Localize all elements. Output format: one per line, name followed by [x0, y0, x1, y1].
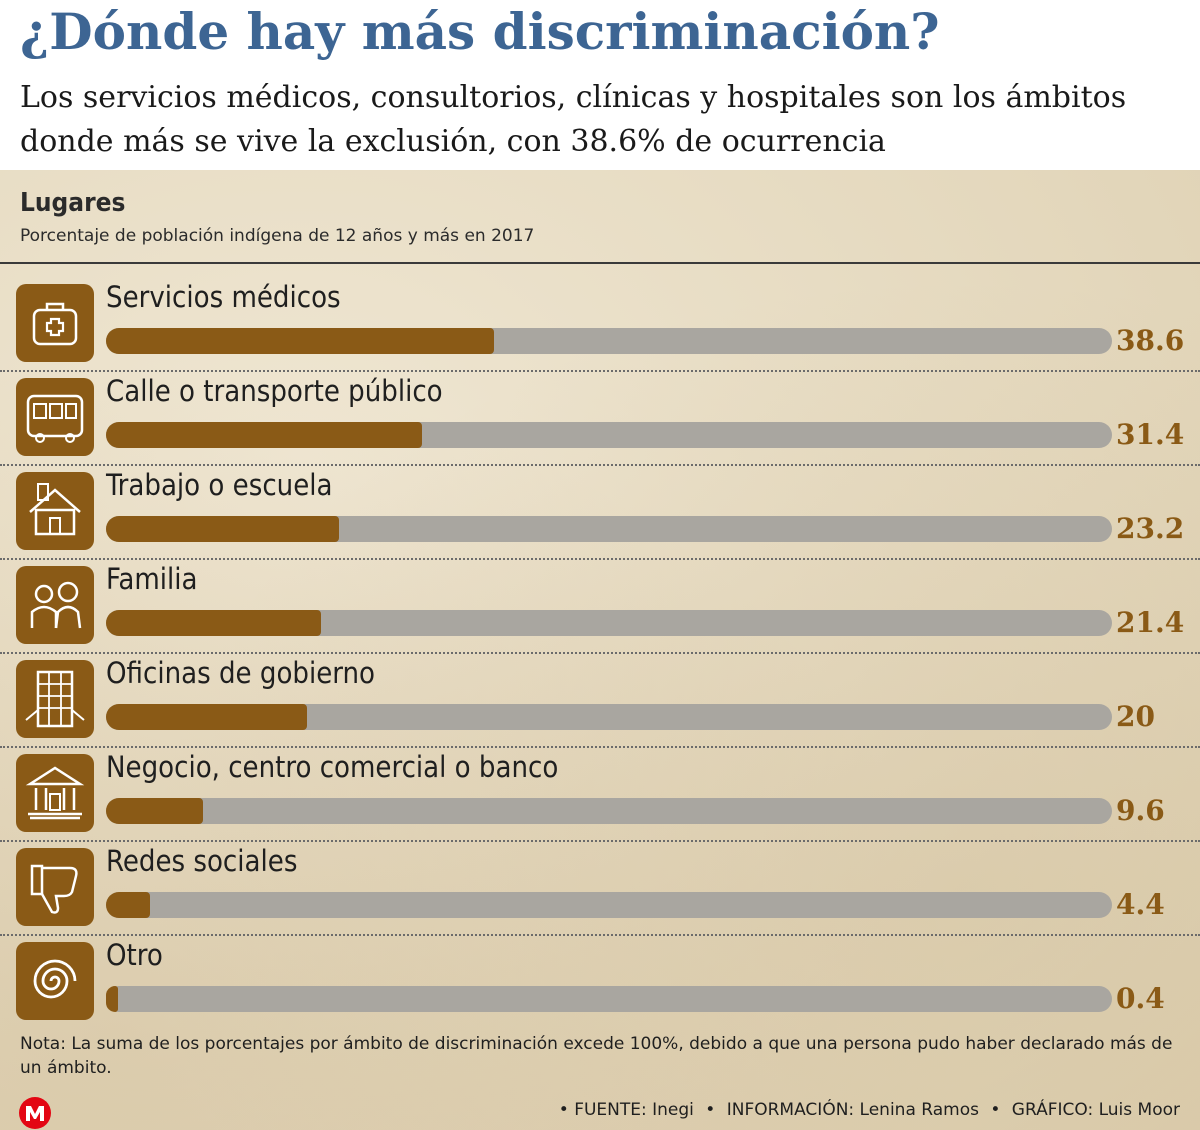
bar: [106, 610, 321, 636]
bar: [106, 798, 203, 824]
row-divider: [0, 746, 1200, 748]
bar-track: [106, 892, 1112, 918]
footer-bullet: •: [705, 1100, 716, 1120]
value-label: 38.6: [1116, 324, 1185, 357]
bus-icon: [16, 378, 94, 456]
chart-panel: Lugares Porcentaje de población indígena…: [0, 170, 1200, 1130]
chart-title: Lugares: [20, 188, 126, 218]
page-title: ¿Dónde hay más discriminación?: [20, 2, 940, 61]
value-label: 31.4: [1116, 418, 1185, 451]
medical-kit-icon: [16, 284, 94, 362]
footer-credits: • FUENTE: Inegi • INFORMACIÓN: Lenina Ra…: [559, 1100, 1180, 1120]
bar-track: [106, 798, 1112, 824]
category-label: Calle o transporte público: [106, 374, 443, 408]
bar: [106, 892, 150, 918]
footer-source: FUENTE: Inegi: [574, 1100, 694, 1120]
house-icon: [16, 472, 94, 550]
milenio-logo: [19, 1097, 51, 1129]
chart-note: Nota: La suma de los porcentajes por ámb…: [20, 1034, 1173, 1078]
value-label: 9.6: [1116, 794, 1165, 827]
bar: [106, 328, 494, 354]
value-label: 21.4: [1116, 606, 1185, 639]
value-label: 0.4: [1116, 982, 1165, 1015]
row-divider: [0, 652, 1200, 654]
bar: [106, 704, 307, 730]
row-divider: [0, 464, 1200, 466]
row-divider: [0, 558, 1200, 560]
category-label: Trabajo o escuela: [106, 468, 333, 502]
bar: [106, 516, 339, 542]
value-label: 4.4: [1116, 888, 1165, 921]
category-label: Negocio, centro comercial o banco: [106, 750, 559, 784]
header: ¿Dónde hay más discriminación? Los servi…: [0, 0, 1200, 170]
chart-subtitle: Porcentaje de población indígena de 12 a…: [20, 226, 535, 246]
value-label: 23.2: [1116, 512, 1185, 545]
footer-bullet: •: [558, 1100, 569, 1120]
category-label: Oficinas de gobierno: [106, 656, 375, 690]
bar-track: [106, 986, 1112, 1012]
footer-information: INFORMACIÓN: Lenina Ramos: [726, 1100, 979, 1120]
row-divider: [0, 370, 1200, 372]
family-icon: [16, 566, 94, 644]
category-label: Redes sociales: [106, 844, 298, 878]
category-label: Familia: [106, 562, 198, 596]
bar: [106, 422, 422, 448]
bar: [106, 986, 118, 1012]
value-label: 20: [1116, 700, 1155, 733]
page-subtitle: Los servicios médicos, consultorios, clí…: [20, 80, 1127, 159]
row-divider: [0, 840, 1200, 842]
spiral-icon: [16, 942, 94, 1020]
bank-icon: [16, 754, 94, 832]
footer-bullet: •: [990, 1100, 1001, 1120]
government-building-icon: [16, 660, 94, 738]
category-label: Servicios médicos: [106, 280, 341, 314]
row-divider: [0, 934, 1200, 936]
category-label: Otro: [106, 938, 163, 972]
header-divider: [0, 262, 1200, 264]
thumbs-down-icon: [16, 848, 94, 926]
footer-graphic: GRÁFICO: Luis Moor: [1011, 1100, 1180, 1120]
